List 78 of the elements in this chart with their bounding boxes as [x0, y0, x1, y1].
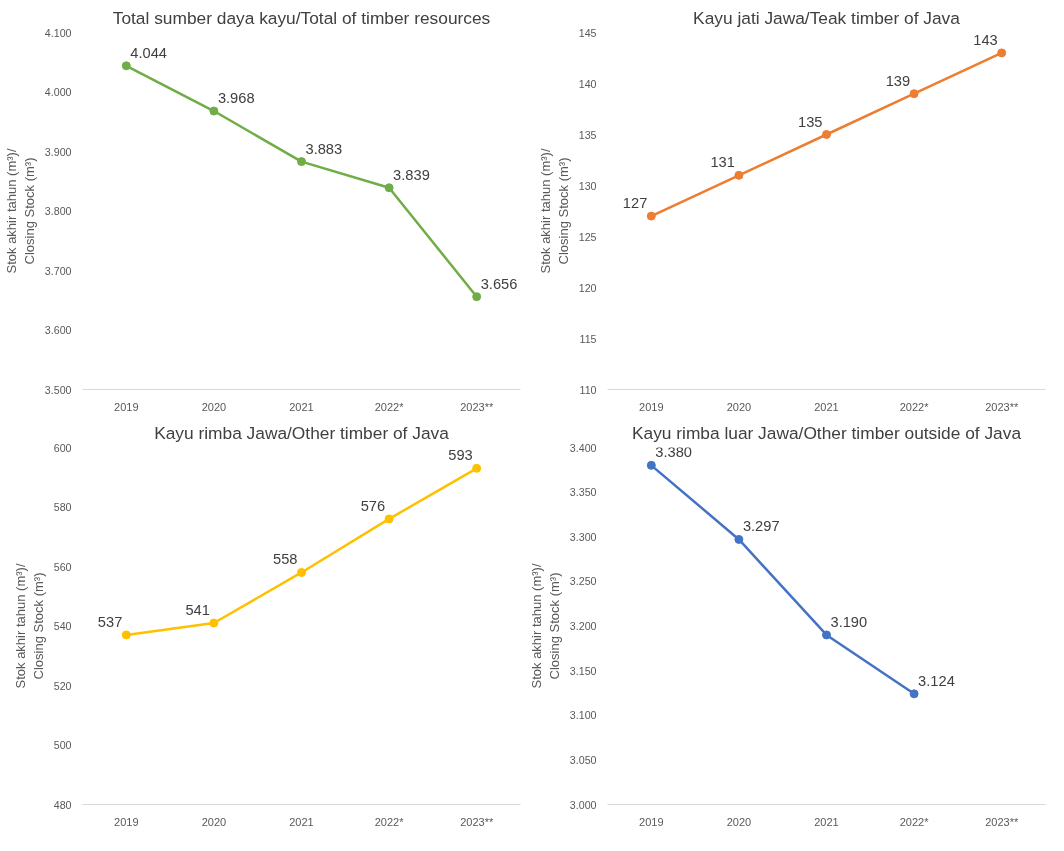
x-tick-label: 2019 [114, 400, 139, 413]
y-tick-label: 3.700 [44, 264, 72, 277]
chart-title: Total sumber daya kayu/Total of timber resources [112, 7, 491, 28]
x-tick-label: 2023** [985, 815, 1019, 828]
y-tick-label: 3.200 [569, 620, 597, 632]
data-label: 3.297 [742, 518, 780, 535]
x-tick-label: 2019 [114, 815, 139, 828]
y-tick-label: 3.400 [569, 441, 597, 454]
data-label: 3.124 [918, 672, 955, 689]
x-tick-label: 2021 [289, 400, 314, 413]
y-tick-label: 3.350 [569, 486, 597, 499]
y-tick-label: 480 [53, 798, 72, 811]
chart-title: Kayu rimba luar Jawa/Other timber outside of Java [631, 422, 1022, 443]
x-tick-label: 2020 [201, 815, 227, 828]
chart-title: Kayu jati Jawa/Teak timber of Java [693, 7, 961, 28]
x-tick-label: 2021 [289, 815, 314, 828]
data-label: 139 [885, 72, 911, 89]
y-tick-label: 4.000 [44, 86, 72, 98]
chart-title: Kayu rimba Jawa/Other timber of Java [154, 422, 450, 443]
y-tick-label: 560 [53, 560, 72, 573]
data-label: 3.380 [655, 444, 692, 461]
x-tick-label: 2020 [726, 815, 752, 828]
x-tick-label: 2021 [814, 400, 839, 413]
x-tick-label: 2023** [460, 815, 494, 828]
data-label: 131 [710, 154, 735, 171]
y-tick-label: 110 [579, 383, 597, 396]
data-label: 3.883 [305, 140, 343, 157]
data-label: 3.656 [480, 275, 518, 292]
data-label: 135 [798, 113, 823, 130]
y-tick-label: 500 [53, 739, 72, 751]
y-tick-label: 3.100 [569, 709, 597, 722]
y-tick-label: 120 [578, 281, 597, 294]
data-label: 3.839 [393, 166, 430, 183]
x-tick-label: 2021 [814, 815, 839, 828]
y-tick-label: 135 [578, 128, 597, 141]
y-axis-title: Stok akhir tahun (m³)/ Closing Stock (m³) [528, 563, 562, 689]
y-axis-title: Stok akhir tahun (m³)/ Closing Stock (m³) [12, 563, 46, 689]
data-label: 127 [622, 195, 648, 212]
x-tick-label: 2022* [374, 815, 405, 828]
y-tick-label: 3.300 [569, 530, 597, 543]
y-tick-label: 3.250 [569, 575, 597, 588]
y-tick-label: 145 [578, 26, 597, 39]
data-label: 537 [97, 613, 123, 630]
y-axis-title: Stok akhir tahun (m³)/ Closing Stock (m³) [3, 148, 37, 274]
x-tick-label: 2020 [726, 400, 752, 413]
x-tick-label: 2019 [639, 815, 664, 828]
y-tick-label: 130 [578, 179, 597, 192]
data-label: 541 [185, 602, 210, 619]
x-tick-label: 2023** [985, 400, 1019, 413]
data-label: 558 [273, 551, 298, 568]
x-tick-label: 2023** [460, 400, 494, 413]
y-tick-label: 3.800 [44, 205, 72, 217]
y-axis-title: Stok akhir tahun (m³)/ Closing Stock (m³) [537, 148, 571, 274]
y-tick-label: 3.600 [44, 324, 72, 336]
y-tick-label: 600 [53, 441, 72, 454]
data-label: 3.190 [830, 613, 868, 630]
y-tick-label: 4.100 [44, 26, 72, 39]
data-label: 593 [448, 447, 473, 464]
y-tick-label: 3.150 [569, 664, 597, 677]
y-tick-label: 540 [53, 620, 72, 632]
x-tick-label: 2022* [374, 400, 405, 413]
data-label: 4.044 [130, 44, 167, 61]
y-tick-label: 125 [578, 230, 597, 243]
x-tick-label: 2022* [899, 815, 930, 828]
y-tick-label: 115 [579, 332, 597, 345]
y-tick-label: 140 [578, 77, 597, 90]
x-tick-label: 2022* [899, 400, 930, 413]
y-tick-label: 3.500 [44, 383, 72, 396]
data-label: 143 [973, 31, 998, 48]
y-tick-label: 3.050 [569, 753, 597, 766]
y-tick-label: 3.900 [44, 145, 72, 158]
y-tick-label: 3.000 [569, 798, 597, 811]
data-label: 576 [360, 497, 386, 514]
x-tick-label: 2019 [639, 400, 664, 413]
data-label: 3.968 [217, 90, 255, 107]
y-tick-label: 580 [53, 501, 72, 513]
x-tick-label: 2020 [201, 400, 227, 413]
y-tick-label: 520 [53, 679, 72, 692]
